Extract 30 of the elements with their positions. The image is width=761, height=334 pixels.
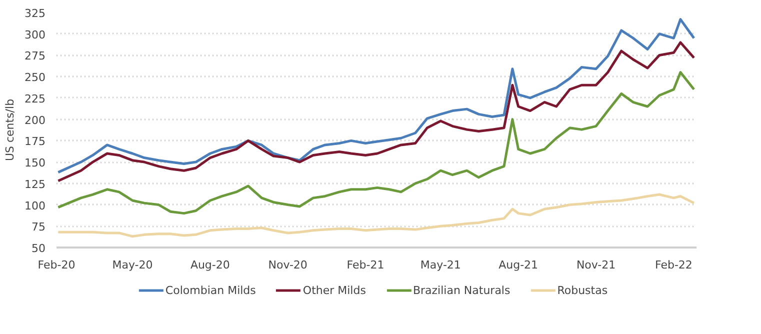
x-tick-label: May-20	[112, 258, 153, 272]
legend-label: Brazilian Naturals	[412, 284, 510, 296]
y-tick-label: 75	[32, 220, 46, 234]
x-tick-label: Feb-22	[654, 258, 692, 272]
x-tick-label: Nov-21	[576, 258, 616, 272]
x-tick-label: Aug-20	[190, 258, 230, 272]
y-tick-label: 175	[24, 135, 46, 148]
line-series	[56, 41, 696, 182]
x-tick-label: Aug-21	[498, 258, 538, 272]
legend-label: Robustas	[557, 284, 608, 296]
y-tick-label: 250	[24, 71, 46, 84]
y-tick-label: 225	[24, 92, 46, 106]
y-tick-label: 275	[24, 50, 46, 63]
x-tick-label: Nov-20	[268, 258, 308, 272]
y-tick-label: 150	[24, 156, 46, 170]
y-tick-label: 100	[24, 199, 46, 212]
y-tick-label: 50	[32, 242, 46, 255]
line-series	[56, 71, 696, 215]
legend-label: Other Milds	[302, 284, 366, 296]
x-tick-label: Feb-20	[38, 258, 76, 272]
y-axis-title: US cents/lb	[4, 98, 17, 162]
y-tick-label: 325	[24, 7, 46, 20]
line-series	[56, 193, 696, 238]
y-tick-label: 200	[24, 114, 46, 127]
y-tick-label: 125	[24, 178, 46, 191]
x-tick-label: May-21	[420, 258, 461, 272]
legend-label: Colombian Milds	[165, 284, 256, 296]
y-tick-label: 300	[24, 28, 46, 42]
line-series	[56, 18, 696, 174]
x-tick-label: Feb-21	[346, 258, 384, 272]
